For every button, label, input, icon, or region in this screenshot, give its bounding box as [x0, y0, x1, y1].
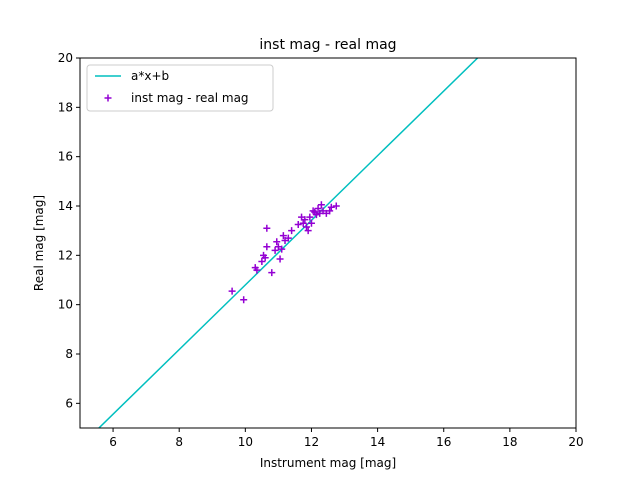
scatter-point [261, 254, 269, 262]
scatter-point [326, 207, 334, 215]
scatter-point [271, 246, 279, 254]
scatter-point [276, 255, 284, 263]
scatter-point [278, 245, 286, 253]
scatter-point [253, 266, 261, 274]
chart-title: inst mag - real mag [259, 37, 396, 53]
scatter-point [299, 219, 307, 227]
scatter-point [306, 213, 314, 221]
scatter-point [284, 234, 292, 242]
scatter-point [317, 201, 325, 209]
scatter-point [258, 258, 266, 265]
x-tick-label: 20 [568, 435, 583, 449]
x-tick-label: 12 [304, 435, 319, 449]
y-tick-label: 6 [65, 396, 73, 410]
legend-scatter-marker-swatch [104, 94, 112, 102]
scatter-point [304, 227, 312, 235]
y-tick-label: 18 [58, 100, 73, 114]
x-tick-label: 6 [109, 435, 117, 449]
plot-frame [79, 57, 577, 429]
y-tick-label: 14 [58, 199, 73, 213]
x-tick-label: 8 [175, 435, 183, 449]
scatter-point [263, 243, 271, 251]
scatter-point [288, 227, 296, 235]
x-axis-label: Instrument mag [mag] [260, 456, 396, 470]
scatter-point [268, 269, 276, 277]
x-tick-label: 10 [238, 435, 253, 449]
scatter-point [273, 238, 281, 246]
y-tick-label: 12 [58, 248, 73, 262]
scatter-point [312, 211, 320, 219]
legend-plus-marker [104, 94, 112, 102]
legend-label-scatter: inst mag - real mag [131, 91, 249, 105]
scatter-point [228, 287, 236, 295]
legend: a*x+b inst mag - real mag [86, 64, 274, 112]
legend-label-fit-line: a*x+b [131, 69, 169, 83]
scatter-point [240, 296, 248, 304]
scatter-point [301, 216, 309, 224]
y-axis-label: Real mag [mag] [32, 195, 46, 291]
scatter-point [314, 204, 322, 212]
x-tick-label: 14 [370, 435, 385, 449]
scatter-point [279, 232, 287, 240]
scatter-point [263, 224, 271, 232]
fit-line [97, 58, 479, 428]
x-tick-label: 18 [502, 435, 517, 449]
scatter-point [307, 219, 315, 227]
y-tick-label: 20 [58, 51, 73, 65]
legend-box [86, 64, 274, 112]
x-tick-label: 16 [436, 435, 451, 449]
scatter-point [294, 221, 302, 228]
y-tick-label: 10 [58, 298, 73, 312]
y-tick-label: 16 [58, 150, 73, 164]
scatter-point [303, 223, 311, 231]
scatter-point [327, 203, 335, 211]
y-tick-label: 8 [65, 347, 73, 361]
scatter-point [332, 202, 340, 210]
